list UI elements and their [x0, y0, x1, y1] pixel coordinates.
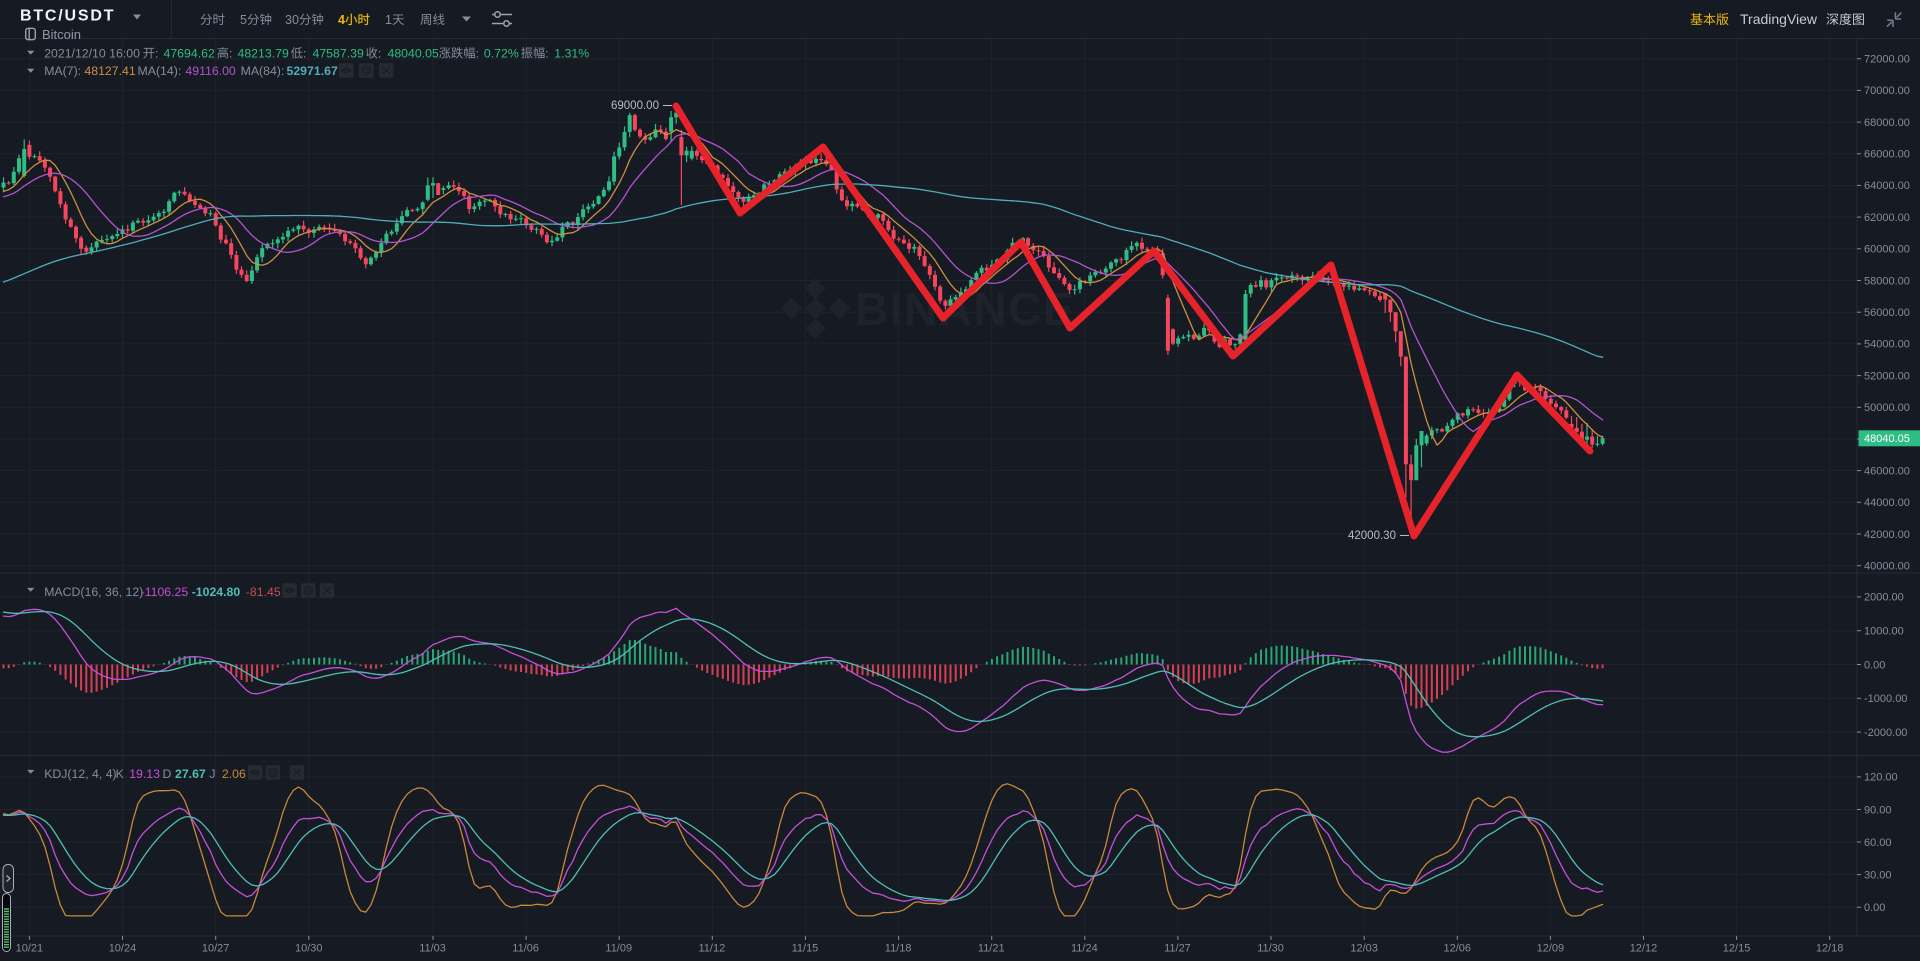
svg-text:42000.30: 42000.30 — [1348, 530, 1396, 542]
svg-text:-81.45: -81.45 — [246, 585, 281, 599]
svg-text:MA(84):: MA(84): — [241, 64, 285, 78]
svg-text:11/27: 11/27 — [1164, 943, 1191, 955]
svg-text:-2000.00: -2000.00 — [1864, 727, 1907, 739]
svg-text:MACD(16, 36, 12): MACD(16, 36, 12) — [44, 585, 143, 599]
svg-text:10/30: 10/30 — [295, 943, 323, 955]
svg-text:2021/12/10 16:00: 2021/12/10 16:00 — [44, 46, 140, 60]
svg-text:K: K — [116, 767, 125, 781]
svg-text:10/27: 10/27 — [202, 943, 230, 955]
svg-text:0.72%: 0.72% — [484, 46, 519, 60]
svg-text:90.00: 90.00 — [1864, 804, 1892, 816]
svg-text:0.00: 0.00 — [1864, 902, 1885, 914]
svg-text:42000.00: 42000.00 — [1864, 529, 1910, 541]
svg-text:10/21: 10/21 — [16, 943, 44, 955]
svg-text:69000.00: 69000.00 — [611, 100, 659, 112]
svg-text:70000.00: 70000.00 — [1864, 85, 1910, 97]
svg-text:11/21: 11/21 — [978, 943, 1005, 955]
svg-text:48213.79: 48213.79 — [238, 46, 289, 60]
svg-text:62000.00: 62000.00 — [1864, 212, 1910, 224]
svg-text:54000.00: 54000.00 — [1864, 339, 1910, 351]
svg-text::: : — [229, 46, 232, 60]
svg-text:58000.00: 58000.00 — [1864, 275, 1910, 287]
svg-text:4: 4 — [338, 13, 345, 27]
svg-text:66000.00: 66000.00 — [1864, 149, 1910, 161]
svg-text:11/15: 11/15 — [792, 943, 819, 955]
svg-text:12/12: 12/12 — [1630, 943, 1658, 955]
svg-text:5: 5 — [240, 13, 247, 27]
svg-text:J: J — [209, 767, 215, 781]
svg-text:48127.41: 48127.41 — [84, 64, 135, 78]
svg-text:0.00: 0.00 — [1864, 659, 1885, 671]
svg-text:-1106.25: -1106.25 — [141, 585, 189, 599]
svg-text:12/03: 12/03 — [1350, 943, 1378, 955]
svg-text:MA(7):: MA(7): — [44, 64, 81, 78]
svg-text:TradingView: TradingView — [1740, 11, 1818, 27]
svg-text:BTC/USDT: BTC/USDT — [20, 8, 115, 25]
svg-text::: : — [476, 46, 479, 60]
svg-text:1: 1 — [385, 13, 392, 27]
svg-text:11/18: 11/18 — [885, 943, 912, 955]
svg-text:48040.05: 48040.05 — [1864, 433, 1910, 445]
svg-text:MA(14):: MA(14): — [138, 64, 182, 78]
svg-text:11/12: 11/12 — [699, 943, 726, 955]
svg-text:30: 30 — [285, 13, 299, 27]
svg-text:52971.67: 52971.67 — [287, 64, 338, 78]
svg-text:60.00: 60.00 — [1864, 837, 1892, 849]
svg-text:11/24: 11/24 — [1071, 943, 1098, 955]
svg-text:49116.00: 49116.00 — [185, 64, 236, 78]
svg-text:46000.00: 46000.00 — [1864, 465, 1910, 477]
svg-text:68000.00: 68000.00 — [1864, 117, 1910, 129]
svg-text:47694.62: 47694.62 — [164, 46, 215, 60]
svg-text:30.00: 30.00 — [1864, 869, 1892, 881]
svg-text::: : — [545, 46, 548, 60]
svg-text:12/06: 12/06 — [1444, 943, 1472, 955]
svg-text::: : — [303, 46, 306, 60]
svg-text:10/24: 10/24 — [109, 943, 137, 955]
svg-text:-1000.00: -1000.00 — [1864, 693, 1907, 705]
svg-text:27.67: 27.67 — [175, 767, 206, 781]
svg-text::: : — [155, 46, 158, 60]
svg-text:1000.00: 1000.00 — [1864, 626, 1904, 638]
svg-text:2.06: 2.06 — [222, 767, 246, 781]
svg-text:50000.00: 50000.00 — [1864, 402, 1910, 414]
svg-text:Bitcoin: Bitcoin — [42, 27, 81, 42]
svg-text:40000.00: 40000.00 — [1864, 561, 1910, 573]
svg-text:44000.00: 44000.00 — [1864, 497, 1910, 509]
svg-text:120.00: 120.00 — [1864, 772, 1898, 784]
svg-text:56000.00: 56000.00 — [1864, 307, 1910, 319]
svg-text:48040.05: 48040.05 — [388, 46, 439, 60]
svg-text:12/09: 12/09 — [1537, 943, 1565, 955]
svg-text:11/30: 11/30 — [1257, 943, 1284, 955]
svg-text:12/15: 12/15 — [1723, 943, 1751, 955]
svg-text:11/03: 11/03 — [419, 943, 446, 955]
svg-text:2000.00: 2000.00 — [1864, 592, 1904, 604]
svg-text::: : — [378, 46, 381, 60]
svg-text:72000.00: 72000.00 — [1864, 54, 1910, 66]
svg-text:64000.00: 64000.00 — [1864, 180, 1910, 192]
svg-text:11/09: 11/09 — [605, 943, 632, 955]
svg-text:D: D — [163, 767, 172, 781]
svg-text:47587.39: 47587.39 — [313, 46, 364, 60]
svg-text:KDJ(12, 4, 4): KDJ(12, 4, 4) — [44, 767, 116, 781]
svg-text:60000.00: 60000.00 — [1864, 244, 1910, 256]
svg-text:11/06: 11/06 — [512, 943, 539, 955]
svg-text:12/18: 12/18 — [1816, 943, 1844, 955]
svg-text:52000.00: 52000.00 — [1864, 370, 1910, 382]
svg-text:-1024.80: -1024.80 — [192, 585, 241, 599]
svg-text:1.31%: 1.31% — [554, 46, 589, 60]
svg-text:19.13: 19.13 — [129, 767, 160, 781]
